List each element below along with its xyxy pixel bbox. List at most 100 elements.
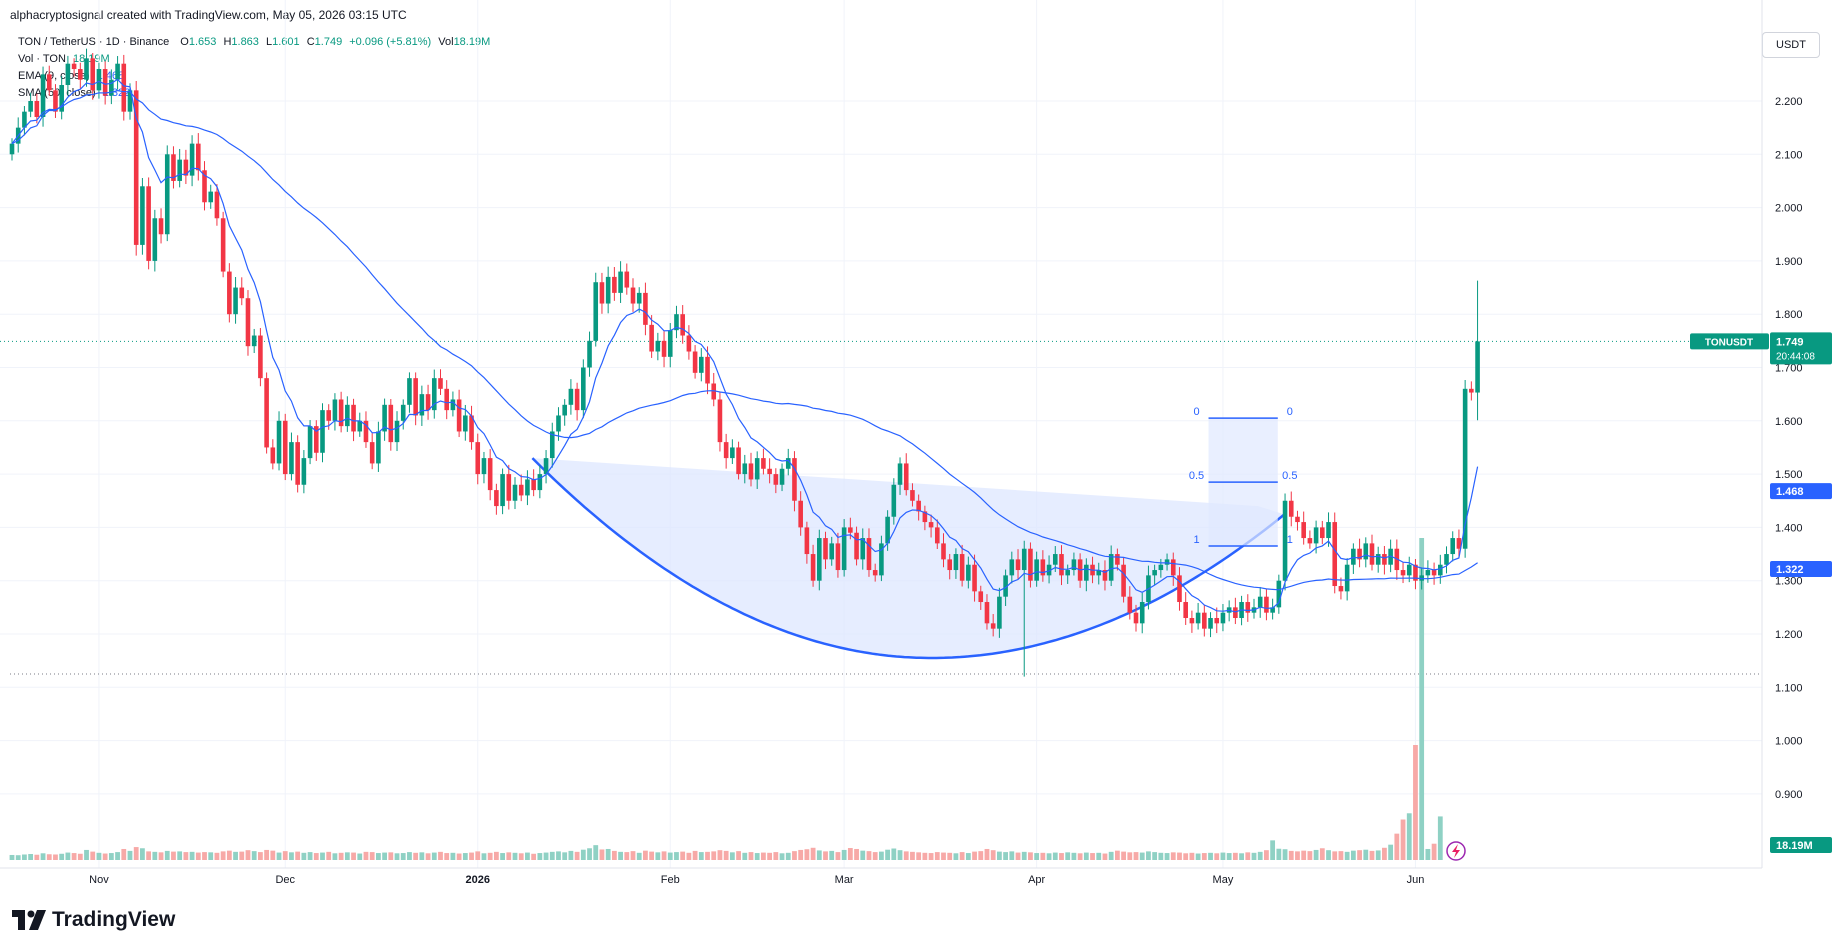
candle-body [667,330,673,357]
volume-bar [481,853,487,860]
volume-bar [1139,852,1145,860]
candle-body [1028,548,1033,581]
volume-bar [338,852,344,860]
candle-body [1264,596,1269,613]
legend-symbol-row[interactable]: TON / TetherUS · 1D · Binance O1.653 H1.… [18,34,490,51]
candle-body [848,527,853,533]
candle-body [289,442,294,475]
price-tags: TONUSDT 1.749 20:44:08 1.468 1.322 18.19M [1690,332,1832,853]
candle-body [1257,596,1263,608]
candle-body [1326,522,1331,539]
candle-body [34,101,40,117]
volume-bar [1003,852,1008,860]
candle-body [1351,548,1356,565]
candle-body [1245,602,1251,613]
candle-body [730,447,735,459]
candle-body [220,218,226,272]
volume-bar [1245,852,1251,860]
volume-bar [1102,853,1108,860]
candle-body [1450,538,1456,555]
candle-body [860,538,866,560]
candle-body [761,458,766,469]
candle-body [1382,554,1387,565]
volume-bar [1096,852,1102,860]
cup-pattern [531,457,1286,660]
candle-body [407,378,412,405]
candle-body [674,314,679,331]
volume-bar [133,847,139,860]
tradingview-logo[interactable]: TradingView [12,908,175,932]
candle-body [1127,596,1133,613]
volume-bar [879,851,884,860]
volume-bar [717,850,723,860]
candle-body [233,287,238,315]
volume-bar [549,851,555,860]
lightning-icon[interactable] [1446,841,1466,861]
volume-bar [1065,852,1071,860]
volume-bar [357,853,363,860]
volume-bar [1158,852,1164,860]
candle-body [1288,500,1294,517]
candle-body [419,394,425,416]
volume-bar [177,851,183,860]
volume-bar [512,852,518,860]
candle-body [202,170,207,203]
fib-retracement[interactable]: 0 0 0.5 0.5 1 1 [1189,406,1298,547]
volume-bar [394,853,400,860]
candle-body [1425,570,1431,576]
volume-bar [1239,853,1244,860]
candle-body [829,543,835,560]
candle-body [686,335,692,352]
candle-body [1438,564,1443,576]
volume-bar [1077,853,1083,860]
candle-body [959,554,965,581]
candle-body [556,415,561,432]
volume-bar [96,852,102,860]
candle-body [705,356,710,384]
volume-bar [140,848,145,860]
volume-bar [1295,851,1300,860]
candle-body [214,191,220,219]
candle-body [754,458,760,480]
volume-bar [344,852,350,860]
volume-bar [1090,853,1095,860]
volume-bar [239,851,245,860]
price-tick-label: 1.300 [1775,576,1803,588]
volume-bar [71,853,77,860]
volume-bar [90,851,96,860]
volume-bar [65,852,71,860]
volume-bar [462,853,468,860]
volume-bar [127,850,133,860]
volume-bar [847,848,853,860]
candle-body [910,490,915,501]
volume-bar [413,852,419,860]
volume-bar [574,851,580,860]
volume-bar [984,848,990,860]
volume-bar [245,850,251,860]
volume-bar [630,851,636,860]
candle-body [59,85,64,112]
time-tick-label: Nov [89,874,109,886]
volume-bar [1332,851,1338,860]
candle-body [941,543,946,560]
candle-body [990,623,996,629]
candle-body [1208,618,1213,629]
candle-body [792,458,797,501]
volume-bar [792,851,797,860]
volume-bar [785,852,791,860]
volume-bar [1133,852,1139,860]
candle-body [1071,559,1077,571]
candle-body [183,159,189,176]
candle-body [1183,602,1188,619]
candle-body [1295,516,1300,523]
volume-bar [692,850,698,860]
candle-body [1170,559,1176,576]
candle-body [1276,580,1282,608]
volume-bar [1083,852,1089,860]
candle-body [605,276,611,304]
volume-bar [34,854,40,860]
candle-body [711,383,717,400]
volume-bar [1326,850,1331,860]
candle-body [394,420,400,443]
